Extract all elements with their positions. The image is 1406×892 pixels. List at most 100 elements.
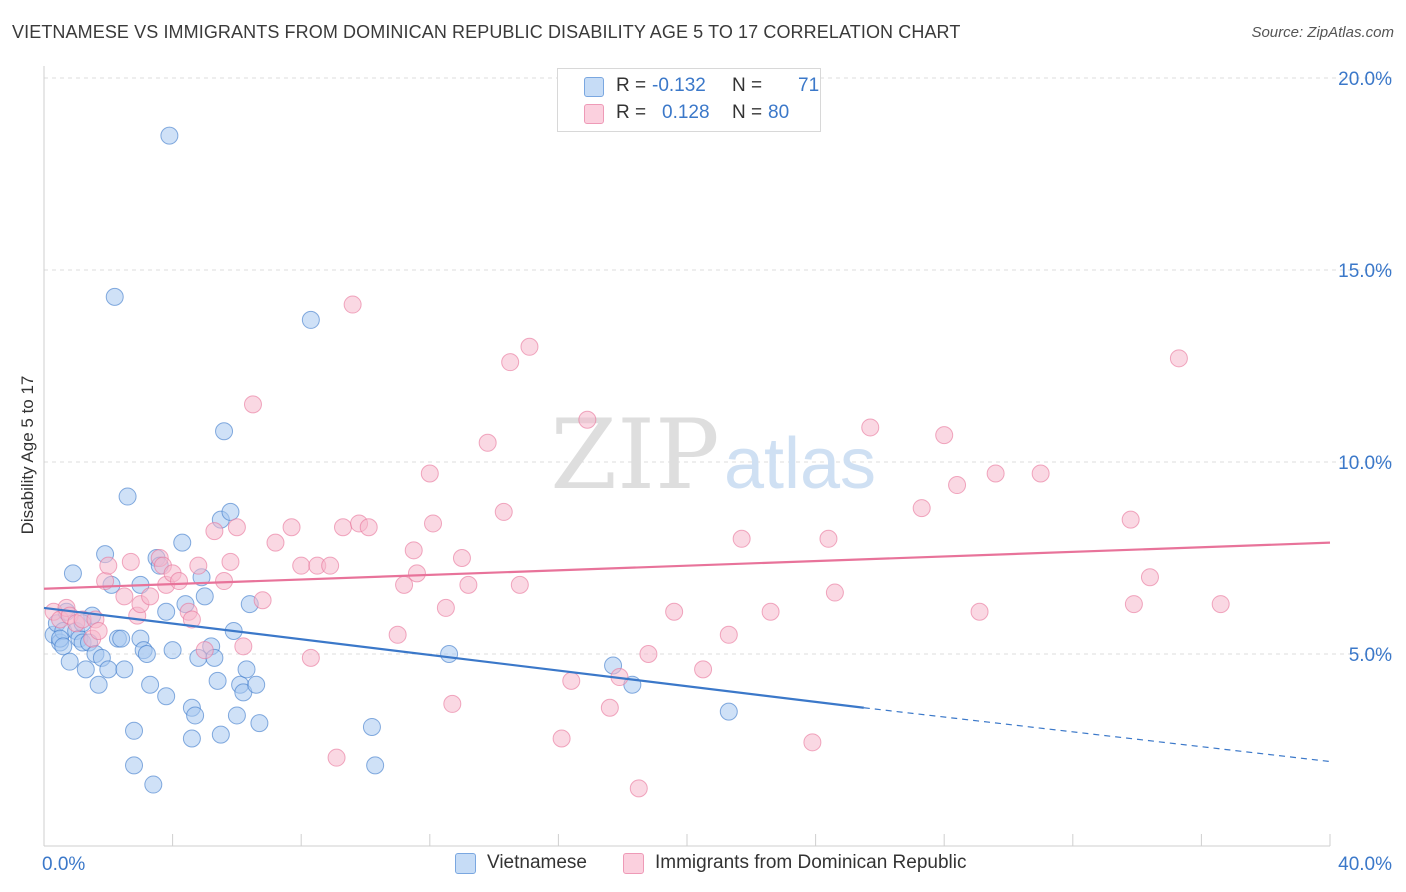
watermark-zip: ZIP xyxy=(550,399,719,511)
data-point xyxy=(54,637,73,656)
data-point xyxy=(99,556,118,575)
data-point xyxy=(221,552,240,571)
data-point xyxy=(359,518,378,537)
data-point xyxy=(89,675,108,694)
data-point xyxy=(578,410,597,429)
data-point xyxy=(227,518,246,537)
gridlines xyxy=(44,77,1392,655)
data-point xyxy=(234,637,253,656)
data-point xyxy=(89,621,108,640)
data-point xyxy=(562,671,581,690)
data-point xyxy=(420,464,439,483)
data-point xyxy=(118,487,137,506)
data-point xyxy=(333,518,352,537)
data-point xyxy=(343,295,362,314)
y-tick-label: 10.0% xyxy=(1338,453,1392,474)
legend-r-value: 0.128 xyxy=(662,102,710,123)
data-point xyxy=(719,625,738,644)
data-point xyxy=(1124,595,1143,614)
data-point xyxy=(266,533,285,552)
watermark-atlas: atlas xyxy=(724,424,876,504)
data-point xyxy=(112,629,131,648)
data-point xyxy=(141,587,160,606)
data-point xyxy=(986,464,1005,483)
data-point xyxy=(105,287,124,306)
data-point xyxy=(407,564,426,583)
data-point xyxy=(443,694,462,713)
data-point xyxy=(1140,568,1159,587)
trend-line xyxy=(43,606,864,709)
data-point xyxy=(552,729,571,748)
data-point xyxy=(221,502,240,521)
bottom-legend-swatch-dominican xyxy=(623,853,644,874)
data-point xyxy=(520,337,539,356)
x-tick-label: 40.0% xyxy=(1338,854,1392,875)
data-point xyxy=(600,698,619,717)
data-point xyxy=(211,725,230,744)
data-point xyxy=(948,476,967,495)
data-point xyxy=(665,602,684,621)
data-point xyxy=(803,733,822,752)
data-point xyxy=(195,587,214,606)
data-point xyxy=(327,748,346,767)
trend-line xyxy=(43,541,1331,590)
data-point xyxy=(115,660,134,679)
data-point xyxy=(629,779,648,798)
watermark: ZIP atlas xyxy=(550,399,876,511)
data-point xyxy=(237,660,256,679)
legend-n-label: N = xyxy=(732,75,763,96)
data-point xyxy=(424,514,443,533)
data-point xyxy=(761,602,780,621)
data-point xyxy=(301,648,320,667)
data-point xyxy=(160,126,179,145)
legend-r-label: R = xyxy=(616,75,647,96)
data-point xyxy=(912,499,931,518)
data-point xyxy=(440,645,459,663)
data-point xyxy=(819,529,838,548)
legend-r-label: R = xyxy=(616,102,647,123)
data-point xyxy=(170,572,189,591)
data-point xyxy=(250,714,269,733)
data-point xyxy=(144,775,163,794)
legend-swatch-dominican xyxy=(584,104,604,124)
data-point xyxy=(208,671,227,690)
data-point xyxy=(970,602,989,621)
data-point xyxy=(1169,349,1188,368)
legend-swatch-vietnamese xyxy=(584,77,604,97)
data-point xyxy=(125,721,144,740)
data-point xyxy=(935,426,954,445)
y-tick-label: 20.0% xyxy=(1338,69,1392,90)
data-point xyxy=(63,564,82,583)
data-point xyxy=(163,641,182,660)
data-point xyxy=(694,660,713,679)
data-point xyxy=(282,518,301,537)
axes xyxy=(43,66,1331,847)
data-point xyxy=(292,556,311,575)
bottom-legend-label: Immigrants from Dominican Republic xyxy=(655,852,967,873)
data-point xyxy=(825,583,844,602)
data-point xyxy=(141,675,160,694)
bottom-legend-label: Vietnamese xyxy=(487,852,587,873)
data-point xyxy=(195,641,214,660)
data-point xyxy=(173,533,192,552)
trend-line-extension xyxy=(863,707,1331,763)
legend-n-value: 71 xyxy=(798,75,820,96)
data-point xyxy=(459,575,478,594)
data-point xyxy=(321,556,340,575)
data-point xyxy=(1121,510,1140,529)
data-point xyxy=(436,598,455,617)
legend-n-label: N = xyxy=(732,102,763,123)
data-point xyxy=(362,717,381,736)
source-label: Source: ZipAtlas.com xyxy=(1251,24,1394,41)
data-point xyxy=(121,552,140,571)
data-point xyxy=(157,602,176,621)
data-point xyxy=(215,422,234,441)
data-point xyxy=(301,310,320,329)
data-point xyxy=(404,541,423,560)
y-tick-label: 5.0% xyxy=(1349,645,1392,666)
series-dominican xyxy=(44,295,1230,798)
data-point xyxy=(99,660,118,679)
data-point xyxy=(510,575,529,594)
data-point xyxy=(189,556,208,575)
